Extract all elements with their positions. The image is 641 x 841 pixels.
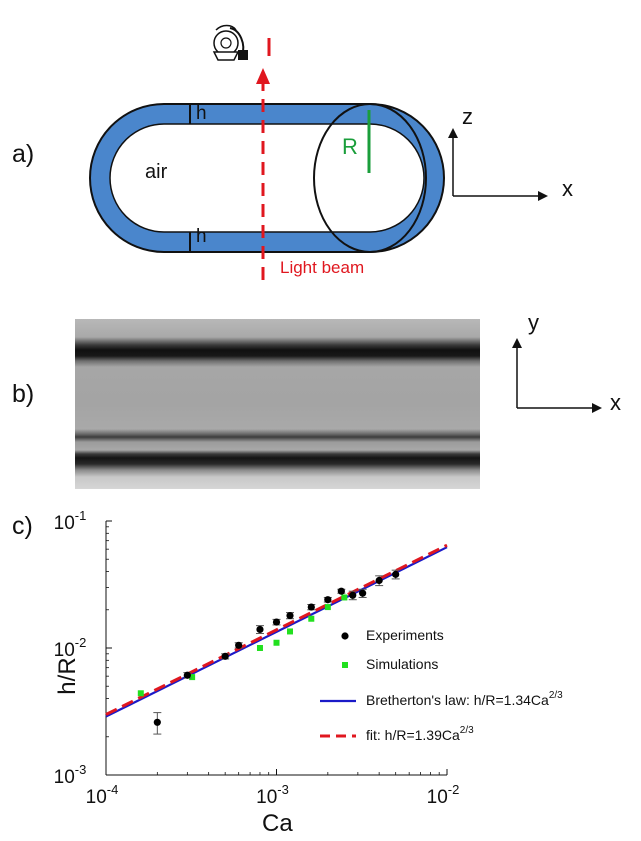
simulation-point xyxy=(308,615,315,622)
experiment-point xyxy=(286,611,294,620)
experiment-point xyxy=(324,596,332,604)
z-axis-label: z xyxy=(462,104,473,129)
simulation-point xyxy=(189,674,196,681)
legend-marker-simulations xyxy=(342,662,348,668)
experiment-point xyxy=(307,603,315,611)
experiment-point xyxy=(256,625,264,634)
h-bottom-label: h xyxy=(196,226,207,247)
panel-a-axes xyxy=(448,128,548,201)
light-beam-label: Light beam xyxy=(280,258,365,277)
experiment-point xyxy=(349,591,357,599)
panel-b-label: b) xyxy=(12,380,35,408)
simulation-point xyxy=(137,690,144,697)
experiment-point xyxy=(359,589,367,597)
x-axis-title: Ca xyxy=(262,810,293,837)
simulation-point xyxy=(287,628,294,635)
y-tick-label: 10-2 xyxy=(54,635,87,661)
fit-line xyxy=(105,543,448,716)
x-axis-label-a: x xyxy=(562,176,573,201)
air-label: air xyxy=(145,161,168,183)
experiment-point xyxy=(221,652,229,660)
legend-marker-experiments xyxy=(341,632,349,640)
experiment-point xyxy=(272,618,281,626)
radius-label: R xyxy=(342,134,358,159)
microscope-image xyxy=(75,319,480,489)
cross-section-ellipse xyxy=(313,103,427,253)
y-tick-label: 10-1 xyxy=(54,508,87,534)
h-top-label: h xyxy=(196,103,207,124)
simulation-point xyxy=(273,639,280,646)
experiment-point xyxy=(392,570,400,578)
panel-a-label: a) xyxy=(12,140,35,168)
y-axis-title: h/R xyxy=(54,657,81,695)
x-tick-label: 10-4 xyxy=(86,782,119,808)
experiment-point xyxy=(375,576,383,585)
bretherton-line xyxy=(105,546,448,718)
y-axis-label-b: y xyxy=(528,310,539,335)
air-bubble xyxy=(109,123,425,233)
simulation-point xyxy=(256,645,263,651)
legend-label: Experiments xyxy=(366,627,444,643)
x-tick-label: 10-2 xyxy=(427,782,460,808)
camera-icon xyxy=(212,24,248,61)
experiment-point xyxy=(337,587,345,595)
legend-label: Simulations xyxy=(366,656,438,672)
experiment-point xyxy=(235,641,243,649)
x-tick-label: 10-3 xyxy=(256,782,289,808)
light-beam-arrowhead xyxy=(256,68,270,84)
simulation-point xyxy=(324,604,331,611)
legend-label: fit: h/R=1.39Ca2/3 xyxy=(366,725,474,743)
experiment-point xyxy=(183,671,191,679)
panel-c-label: c) xyxy=(12,512,33,540)
simulation-point xyxy=(341,594,348,601)
legend-label: Bretherton's law: h/R=1.34Ca2/3 xyxy=(366,690,563,708)
y-tick-label: 10-3 xyxy=(54,762,87,788)
panel-b-axes xyxy=(512,338,602,413)
experiment-point xyxy=(153,718,161,726)
x-axis-label-b: x xyxy=(610,390,621,415)
